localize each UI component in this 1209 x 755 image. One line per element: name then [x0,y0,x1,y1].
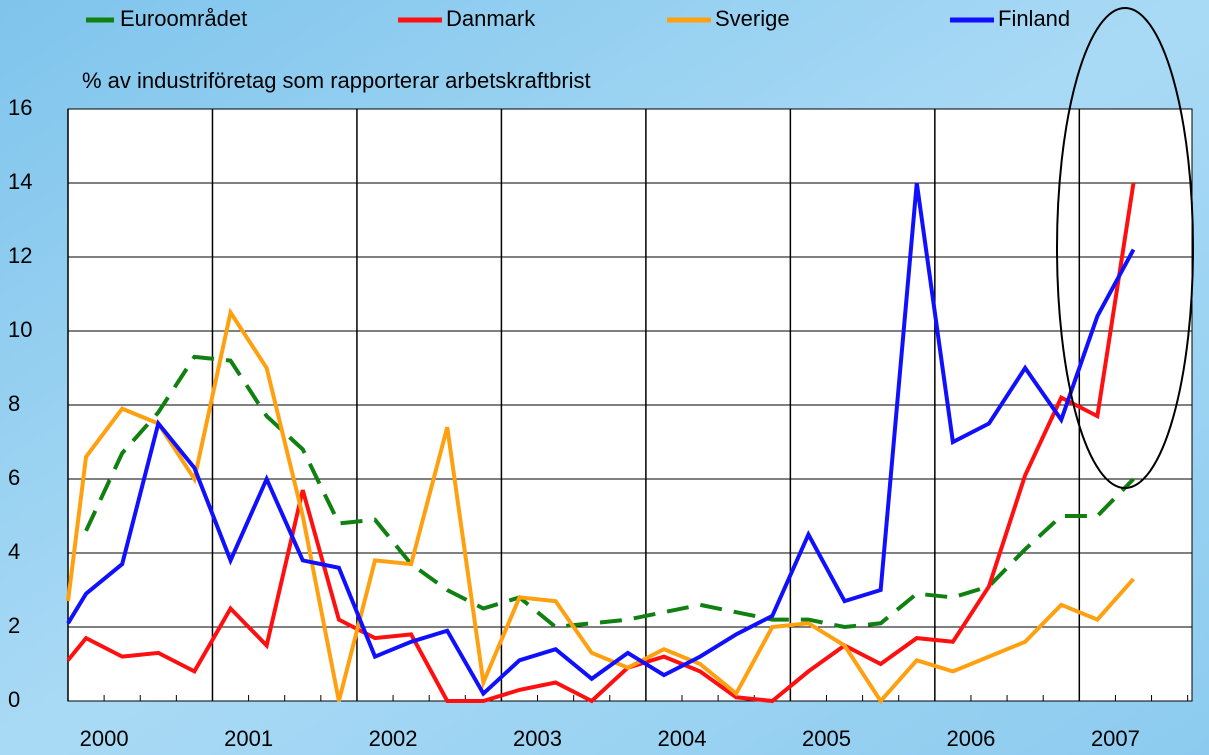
y-tick-label: 6 [8,465,20,490]
legend-label: Euroområdet [120,6,247,31]
y-tick-label: 14 [8,169,32,194]
series-line [84,354,1135,630]
series-line [66,307,1135,705]
y-tick-label: 10 [8,317,32,342]
y-tick-label: 4 [8,539,20,564]
y-tick-label: 16 [8,95,32,120]
y-tick-label: 2 [8,613,20,638]
legend-label: Danmark [446,6,536,31]
legend-label: Finland [998,6,1070,31]
subtitle: % av industriföretag som rapporterar arb… [82,68,591,93]
x-tick-label: 2005 [802,726,851,751]
legend-label: Sverige [715,6,790,31]
highlight-ellipse [1056,7,1194,489]
x-tick-label: 2001 [224,726,273,751]
series-line [66,182,1136,697]
x-tick-label: 2007 [1091,726,1140,751]
x-tick-label: 2002 [369,726,418,751]
y-tick-label: 8 [8,391,20,416]
x-tick-label: 2000 [80,726,129,751]
x-tick-label: 2003 [513,726,562,751]
x-tick-label: 2006 [946,726,995,751]
series-line [66,182,1136,704]
y-tick-label: 0 [8,687,20,712]
y-tick-label: 12 [8,243,32,268]
x-tick-label: 2004 [658,726,707,751]
